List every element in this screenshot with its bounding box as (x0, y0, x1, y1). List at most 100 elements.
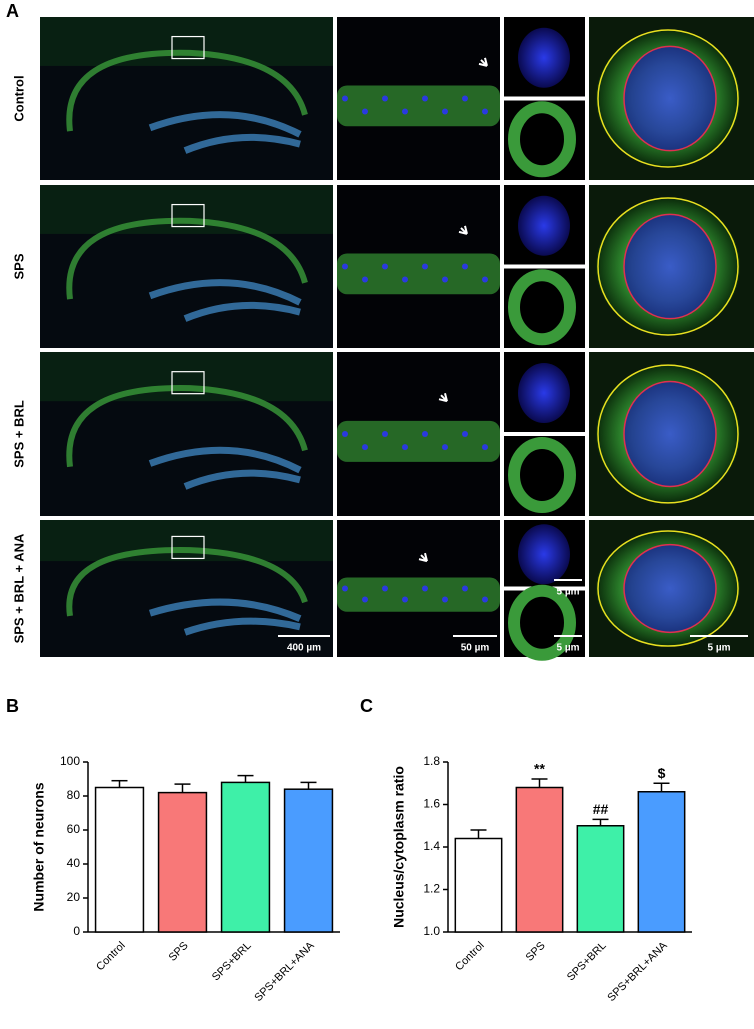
x-tick-label: Control (94, 940, 128, 974)
scale-bar-label: 5 µm (557, 643, 580, 654)
x-tick-label: SPS+BRL+ANA (252, 939, 317, 1004)
y-tick-label: 80 (67, 788, 81, 802)
nucleus (462, 431, 468, 437)
nucleus (482, 108, 488, 115)
bar (220, 781, 271, 933)
roi-box (171, 203, 205, 228)
y-tick-label: 40 (67, 856, 81, 870)
y-tick-label: 1.4 (423, 839, 440, 853)
nucleus-outline (623, 45, 717, 152)
y-axis-label: Number of neurons (31, 782, 47, 911)
nucleus (422, 95, 428, 102)
ca-region (66, 217, 308, 300)
bar (94, 786, 145, 933)
nucleus-outline (623, 380, 717, 488)
cytoplasm (508, 437, 576, 513)
cell-layer (337, 85, 500, 127)
scale-bar-label: 50 µm (461, 643, 490, 654)
ca-region (66, 385, 308, 468)
bar (283, 788, 334, 933)
nucleus (402, 276, 408, 283)
nucleus (422, 585, 428, 592)
cytoplasm (508, 269, 576, 346)
y-tick-label: 100 (60, 754, 80, 768)
dentate-gyrus (148, 598, 302, 636)
bar (637, 791, 686, 933)
cell-outline (597, 197, 739, 336)
cell-layer (337, 253, 500, 295)
nucleus-outline (623, 213, 717, 320)
nucleus (362, 108, 368, 115)
nucleus (624, 381, 716, 487)
nucleus (442, 596, 448, 603)
image-texture (40, 352, 333, 402)
x-tick-label: SPS+BRL (210, 940, 254, 984)
y-tick-label: 0 (73, 924, 80, 938)
image-texture (40, 185, 333, 234)
image-texture (40, 17, 333, 66)
nucleus (342, 585, 348, 592)
image-texture (40, 520, 333, 562)
bar (157, 791, 208, 933)
significance-label: ** (534, 761, 545, 777)
roi-box (171, 35, 205, 60)
y-tick-label: 1.6 (423, 797, 440, 811)
x-tick-label: SPS (524, 940, 548, 964)
y-tick-label: 60 (67, 822, 81, 836)
dentate-gyrus (148, 111, 302, 154)
significance-label: $ (658, 765, 666, 781)
cell-outline (597, 29, 739, 168)
scale-bar-label: 400 µm (287, 643, 321, 654)
y-axis-label: Nucleus/cytoplasm ratio (391, 766, 407, 928)
bar (576, 825, 625, 933)
roi-box (171, 371, 205, 395)
cell-outline (597, 530, 739, 647)
row-label: SPS + BRL (11, 400, 26, 468)
nucleus (442, 444, 448, 451)
nucleus (482, 596, 488, 603)
nucleus (362, 444, 368, 451)
nucleus (382, 585, 388, 592)
nucleus (462, 585, 468, 592)
nucleus (402, 108, 408, 115)
x-tick-label: SPS+BRL (565, 940, 609, 984)
row-label: Control (11, 75, 26, 121)
scale-bar-label: 5 µm (557, 587, 580, 598)
nucleus (624, 46, 716, 151)
roi-box (171, 535, 205, 560)
ca-region (66, 547, 308, 617)
nucleus (482, 276, 488, 283)
nucleus (422, 431, 428, 437)
y-tick-label: 1.8 (423, 754, 440, 768)
nucleus (382, 431, 388, 437)
y-tick-label: 20 (67, 890, 81, 904)
y-tick-label: 1.2 (423, 882, 440, 896)
x-tick-label: Control (453, 940, 487, 974)
nucleus (362, 596, 368, 603)
nucleus (342, 431, 348, 437)
nucleus (462, 95, 468, 102)
row-label: SPS (11, 253, 26, 279)
cytoplasm (508, 584, 576, 661)
nucleus (402, 596, 408, 603)
nucleus (342, 263, 348, 270)
nucleus (422, 263, 428, 270)
nucleus (624, 544, 716, 633)
nucleus (482, 444, 488, 451)
nucleus (442, 276, 448, 283)
bar (454, 837, 503, 933)
significance-label: ## (593, 801, 609, 817)
arrow (418, 552, 428, 563)
row-label: SPS + BRL + ANA (11, 533, 26, 643)
nucleus (362, 276, 368, 283)
y-tick-label: 1.0 (423, 924, 440, 938)
nucleus (342, 95, 348, 102)
dentate-gyrus (148, 446, 302, 490)
nucleus (518, 195, 570, 256)
cytoplasm (508, 101, 576, 178)
nucleus (442, 108, 448, 115)
panel-label: C (360, 696, 373, 716)
ca-region (66, 49, 308, 132)
nucleus (382, 263, 388, 270)
